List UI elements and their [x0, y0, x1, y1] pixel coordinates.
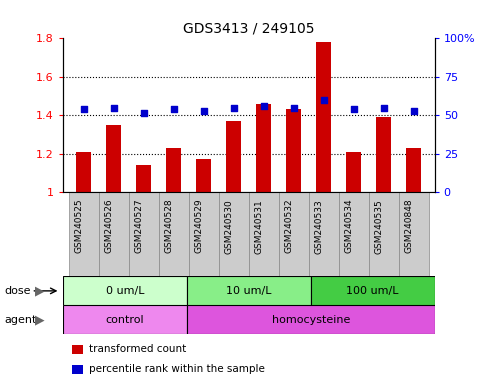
Point [320, 97, 327, 103]
Text: ▶: ▶ [35, 285, 44, 297]
Bar [339, 192, 369, 276]
Bar [63, 305, 187, 334]
Text: transformed count: transformed count [89, 344, 186, 354]
Bar [187, 305, 435, 334]
Text: GSM240532: GSM240532 [285, 199, 294, 253]
Bar [286, 109, 301, 192]
Text: ▶: ▶ [35, 313, 44, 326]
Bar [63, 276, 187, 305]
Title: GDS3413 / 249105: GDS3413 / 249105 [183, 22, 314, 36]
Bar [99, 192, 129, 276]
Bar [369, 192, 398, 276]
Text: 10 um/L: 10 um/L [226, 286, 271, 296]
Bar [376, 117, 391, 192]
Text: GSM240528: GSM240528 [165, 199, 174, 253]
Text: GSM240525: GSM240525 [75, 199, 84, 253]
Text: homocysteine: homocysteine [271, 314, 350, 325]
Point [230, 104, 238, 111]
Bar [69, 192, 99, 276]
Text: GSM240526: GSM240526 [105, 199, 114, 253]
Bar [189, 192, 219, 276]
Bar [129, 192, 159, 276]
Text: GSM240533: GSM240533 [315, 199, 324, 253]
Bar [187, 276, 311, 305]
Text: dose: dose [5, 286, 31, 296]
Bar [309, 192, 339, 276]
Bar [219, 192, 249, 276]
Point [260, 103, 268, 109]
Text: GSM240848: GSM240848 [405, 199, 414, 253]
Bar [406, 148, 421, 192]
Text: agent: agent [5, 314, 37, 325]
Bar [316, 42, 331, 192]
Point [380, 104, 387, 111]
Bar [106, 125, 121, 192]
Point [80, 106, 87, 113]
Text: GSM240535: GSM240535 [375, 199, 384, 253]
Bar [136, 165, 151, 192]
Bar [159, 192, 189, 276]
Bar [196, 159, 211, 192]
Text: control: control [105, 314, 144, 325]
Point [410, 108, 418, 114]
Text: GSM240529: GSM240529 [195, 199, 204, 253]
Point [170, 106, 178, 113]
Point [200, 108, 208, 114]
Bar [256, 104, 271, 192]
Text: GSM240531: GSM240531 [255, 199, 264, 253]
Bar [398, 192, 429, 276]
Point [110, 104, 118, 111]
Point [290, 104, 298, 111]
Bar [226, 121, 241, 192]
Bar [76, 152, 91, 192]
Text: GSM240534: GSM240534 [345, 199, 354, 253]
Text: GSM240527: GSM240527 [135, 199, 144, 253]
Text: 100 um/L: 100 um/L [346, 286, 399, 296]
Bar [279, 192, 309, 276]
Bar [249, 192, 279, 276]
Text: 0 um/L: 0 um/L [105, 286, 144, 296]
Point [140, 110, 148, 116]
Bar [311, 276, 435, 305]
Bar [166, 148, 181, 192]
Point [350, 106, 357, 113]
Bar [346, 152, 361, 192]
Text: percentile rank within the sample: percentile rank within the sample [89, 364, 265, 374]
Text: GSM240530: GSM240530 [225, 199, 234, 253]
